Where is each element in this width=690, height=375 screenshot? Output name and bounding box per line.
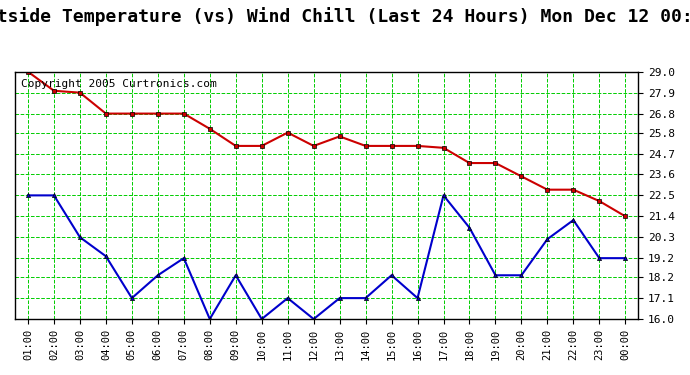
Text: Copyright 2005 Curtronics.com: Copyright 2005 Curtronics.com bbox=[21, 79, 217, 89]
Text: Outside Temperature (vs) Wind Chill (Last 24 Hours) Mon Dec 12 00:00: Outside Temperature (vs) Wind Chill (Las… bbox=[0, 8, 690, 27]
